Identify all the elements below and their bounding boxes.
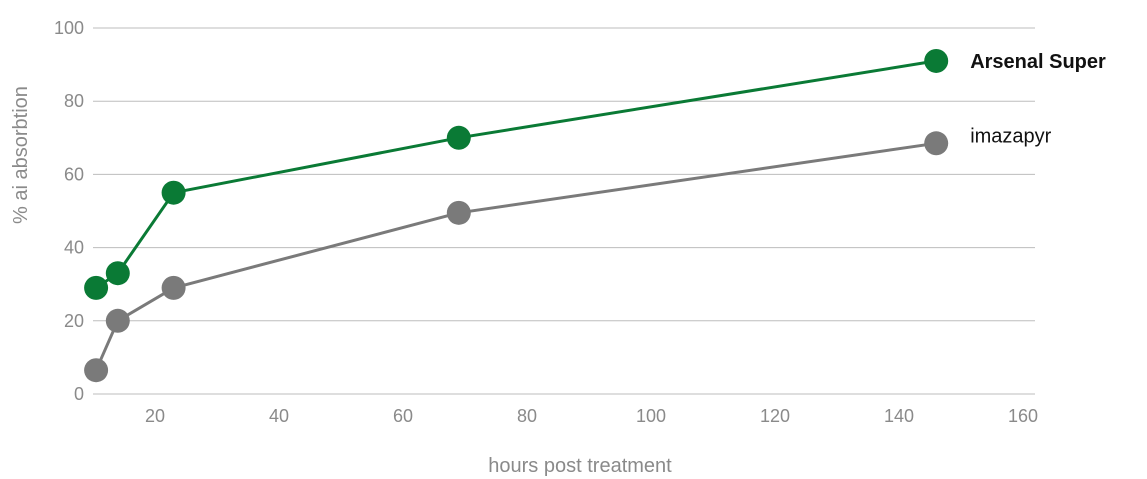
y-tick-label: 0 (74, 384, 84, 404)
series-label: Arsenal Super (970, 51, 1106, 73)
series-label: imazapyr (970, 125, 1051, 147)
grid-lines (93, 27, 1035, 395)
x-tick-label: 40 (269, 406, 289, 426)
data-point (105, 308, 130, 333)
data-point (924, 131, 949, 156)
y-tick-label: 60 (64, 164, 84, 184)
data-point (84, 275, 109, 300)
x-tick-label: 120 (760, 406, 790, 426)
series-labels: Arsenal Super imazapyr (970, 51, 1106, 147)
data-point (84, 358, 109, 383)
y-tick-label: 40 (64, 238, 84, 258)
x-tick-label: 100 (636, 406, 666, 426)
y-axis-ticks: 0 20 40 60 80 100 (54, 18, 84, 404)
data-point (105, 261, 130, 286)
data-point (924, 48, 949, 73)
series-0 (84, 48, 949, 300)
y-axis-title: % ai absorbtion (10, 86, 32, 224)
x-tick-label: 60 (393, 406, 413, 426)
x-axis-ticks: 20 40 60 80 100 120 140 160 (145, 406, 1038, 426)
y-tick-label: 100 (54, 18, 84, 38)
x-tick-label: 140 (884, 406, 914, 426)
y-tick-label: 20 (64, 311, 84, 331)
series-line (94, 141, 937, 371)
x-tick-label: 160 (1008, 406, 1038, 426)
data-point (446, 125, 471, 150)
data-point (161, 275, 186, 300)
data-point (446, 200, 471, 225)
series-1 (84, 131, 949, 383)
y-tick-label: 80 (64, 91, 84, 111)
x-axis-title: hours post treatment (488, 455, 672, 477)
series-layer (84, 48, 949, 383)
data-point (161, 180, 186, 205)
x-tick-label: 80 (517, 406, 537, 426)
x-tick-label: 20 (145, 406, 165, 426)
